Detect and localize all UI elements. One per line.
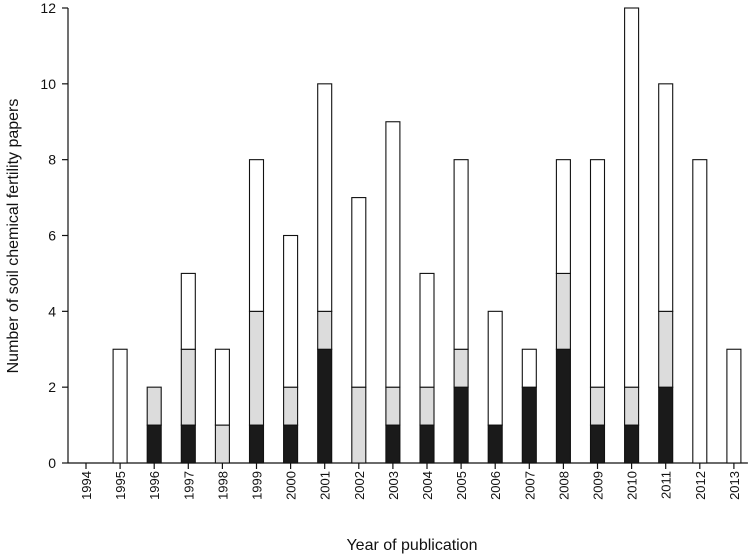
bar-segment bbox=[180, 424, 196, 464]
x-tick-label: 2006 bbox=[488, 471, 503, 500]
bar-segment bbox=[385, 386, 401, 426]
y-tick-label: 2 bbox=[48, 379, 56, 395]
plot-area: 0 2 4 6 8 10 12 1994 1995 1996 1997 1998 1999 2000 200… bbox=[40, 0, 748, 500]
x-tick-label: 1996 bbox=[147, 471, 162, 500]
x-tick-label: 1997 bbox=[181, 471, 196, 500]
x-tick-label: 1995 bbox=[113, 471, 128, 500]
x-tick-label: 2007 bbox=[522, 471, 537, 500]
x-tick-label: 2009 bbox=[591, 471, 606, 500]
bar-segment bbox=[692, 159, 708, 464]
bar-segment bbox=[419, 272, 435, 388]
bar-segment bbox=[589, 424, 606, 464]
bar-segment bbox=[453, 386, 469, 464]
bar-segment bbox=[521, 386, 537, 464]
bar-segment bbox=[453, 159, 469, 350]
y-tick-label: 6 bbox=[48, 228, 56, 244]
x-tick-label: 2011 bbox=[659, 471, 674, 499]
bar-segment bbox=[555, 159, 571, 274]
bar-segment bbox=[487, 424, 503, 464]
bar-segment bbox=[658, 386, 674, 464]
bar-segment bbox=[555, 272, 571, 350]
y-tick-label: 0 bbox=[48, 455, 56, 471]
bar-segment bbox=[521, 348, 537, 388]
bar-segment bbox=[385, 121, 401, 388]
bar-segment bbox=[317, 83, 333, 312]
bar-segment bbox=[555, 348, 571, 464]
bar-segment bbox=[589, 386, 606, 426]
x-tick-label: 2012 bbox=[693, 471, 708, 500]
y-axis-label: Number of soil chemical fertility papers bbox=[5, 99, 22, 374]
x-tick-label: 2002 bbox=[352, 471, 367, 500]
bar-segment bbox=[214, 348, 230, 426]
y-tick-label: 4 bbox=[48, 303, 56, 319]
y-tick-label: 12 bbox=[40, 0, 56, 16]
bar-segment bbox=[248, 159, 265, 312]
y-tick-label: 10 bbox=[40, 76, 56, 92]
bar-segment bbox=[624, 424, 640, 464]
x-tick-label: 2004 bbox=[420, 471, 435, 500]
bar-segment bbox=[146, 424, 162, 464]
x-tick-label: 2010 bbox=[625, 471, 640, 500]
x-tick-label: 1998 bbox=[215, 471, 230, 500]
bar-segment bbox=[180, 348, 196, 426]
bar-segment bbox=[112, 348, 128, 464]
x-tick-label: 2001 bbox=[318, 471, 333, 500]
bar-segment bbox=[658, 310, 674, 388]
bar-segment bbox=[624, 386, 640, 426]
x-tick-label: 2013 bbox=[727, 471, 742, 500]
bar-segment bbox=[385, 424, 401, 464]
bar-segment bbox=[419, 386, 435, 426]
y-tick-label: 8 bbox=[48, 152, 56, 168]
bar-segment bbox=[351, 197, 367, 388]
bar-segment bbox=[317, 310, 333, 350]
bar-segment bbox=[658, 83, 674, 312]
bar-segment bbox=[624, 7, 640, 388]
x-tick-label: 2008 bbox=[556, 471, 571, 500]
x-axis-label: Year of publication bbox=[346, 537, 477, 554]
x-tick-label: 2003 bbox=[386, 471, 401, 500]
bar-segment bbox=[180, 272, 196, 350]
bar-segment bbox=[317, 348, 333, 464]
bar-segment bbox=[419, 424, 435, 464]
bar-segment bbox=[351, 386, 367, 464]
bar-segment bbox=[283, 234, 299, 388]
bar-segment bbox=[589, 159, 606, 388]
bar-segment bbox=[248, 424, 265, 464]
x-tick-label: 2000 bbox=[284, 471, 299, 500]
bar-segment bbox=[487, 310, 503, 426]
bar-segment bbox=[726, 348, 742, 464]
bar-segment bbox=[283, 386, 299, 426]
x-tick-label: 1994 bbox=[79, 471, 94, 500]
x-tick-label: 1999 bbox=[250, 471, 265, 500]
bar-segment bbox=[248, 310, 265, 426]
x-tick-label: 2005 bbox=[454, 471, 469, 500]
bar-segment bbox=[146, 386, 162, 426]
bar-segment bbox=[453, 348, 469, 388]
bar-segment bbox=[283, 424, 299, 464]
bar-segment bbox=[214, 424, 230, 464]
